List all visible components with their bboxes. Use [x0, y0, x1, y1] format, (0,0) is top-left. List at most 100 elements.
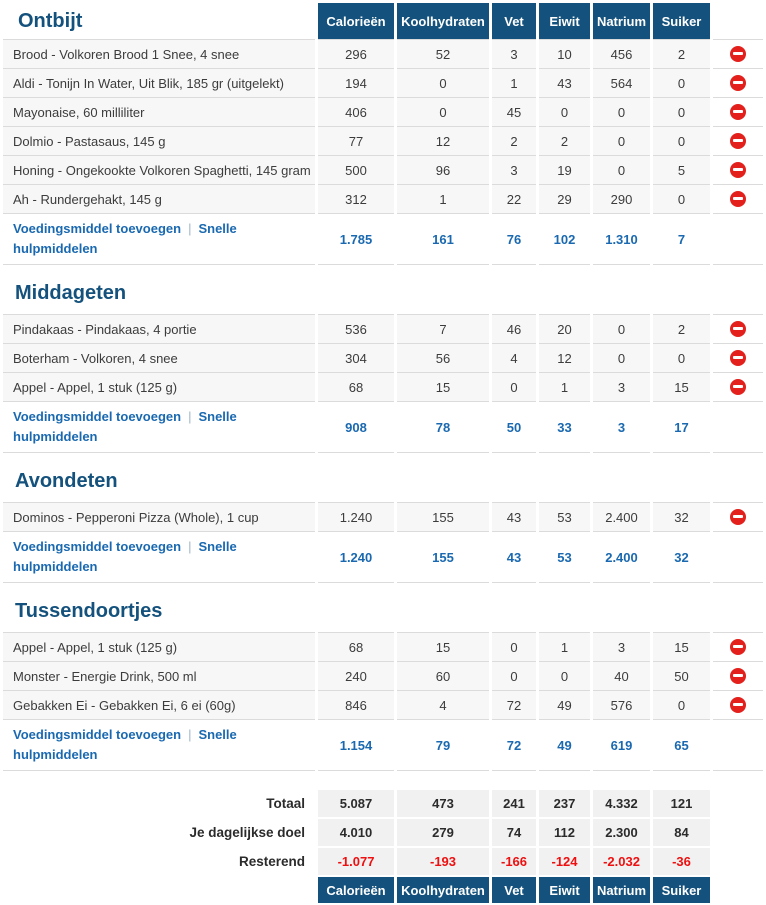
delete-entry-icon[interactable] — [730, 509, 746, 526]
section-total-sodium: 619 — [593, 720, 650, 771]
summary-spacer — [713, 819, 763, 846]
column-header-carbs: Koolhydraten — [397, 877, 489, 903]
nutrient-value-fat: 0 — [492, 662, 536, 691]
nutrient-value-calories: 1.240 — [318, 502, 394, 532]
nutrient-value-sodium: 3 — [593, 632, 650, 662]
delete-cell — [713, 632, 763, 662]
summary-value: -36 — [653, 848, 710, 875]
delete-entry-icon[interactable] — [730, 350, 746, 367]
nutrient-value-fat: 46 — [492, 314, 536, 344]
food-name[interactable]: Pindakaas - Pindakaas, 4 portie — [3, 314, 315, 344]
column-header-fat: Vet — [492, 3, 536, 39]
nutrient-value-calories: 68 — [318, 373, 394, 402]
delete-entry-icon[interactable] — [730, 162, 746, 179]
food-name[interactable]: Dominos - Pepperoni Pizza (Whole), 1 cup — [3, 502, 315, 532]
summary-value: 4.010 — [318, 819, 394, 846]
food-name[interactable]: Monster - Energie Drink, 500 ml — [3, 662, 315, 691]
delete-cell — [713, 127, 763, 156]
delete-entry-icon[interactable] — [730, 75, 746, 92]
nutrient-value-sugar: 0 — [653, 344, 710, 373]
add-food-link[interactable]: Voedingsmiddel toevoegen — [13, 538, 182, 554]
food-name[interactable]: Mayonaise, 60 milliliter — [3, 98, 315, 127]
summary-value: 4.332 — [593, 790, 650, 817]
quick-tools-link[interactable]: Snelle hulpmiddelen — [13, 408, 237, 444]
add-food-link[interactable]: Voedingsmiddel toevoegen — [13, 408, 182, 424]
nutrient-value-calories: 194 — [318, 69, 394, 98]
nutrient-value-sugar: 15 — [653, 632, 710, 662]
meal-table: Appel - Appel, 1 stuk (125 g) 68 15 0 1 3 15 Mo… — [0, 632, 766, 771]
food-name[interactable]: Honing - Ongekookte Volkoren Spaghetti, … — [3, 156, 315, 185]
section-total-sugar: 17 — [653, 402, 710, 453]
food-name[interactable]: Brood - Volkoren Brood 1 Snee, 4 snee — [3, 39, 315, 69]
column-header-calories: Calorieën — [318, 3, 394, 39]
add-food-link[interactable]: Voedingsmiddel toevoegen — [13, 220, 182, 236]
food-diary: Ontbijt Calorieën Koolhydraten Vet Eiwit Natr… — [0, 3, 766, 905]
nutrient-value-sugar: 0 — [653, 69, 710, 98]
nutrient-value-fat: 4 — [492, 344, 536, 373]
summary-value: 241 — [492, 790, 536, 817]
delete-entry-icon[interactable] — [730, 697, 746, 714]
food-name[interactable]: Ah - Rundergehakt, 145 g — [3, 185, 315, 214]
summary-label: Je dagelijkse doel — [189, 825, 305, 840]
section-title: Middageten — [15, 282, 127, 304]
nutrient-value-carbs: 96 — [397, 156, 489, 185]
nutrient-value-sugar: 0 — [653, 185, 710, 214]
nutrient-value-carbs: 60 — [397, 662, 489, 691]
nutrient-value-sodium: 3 — [593, 373, 650, 402]
section-links: Voedingsmiddel toevoegen | Snelle hulpmidd… — [3, 402, 315, 453]
delete-entry-icon[interactable] — [730, 379, 746, 396]
food-row: Mayonaise, 60 milliliter 406 0 45 0 0 0 — [3, 98, 763, 127]
delete-entry-icon[interactable] — [730, 46, 746, 63]
nutrient-value-sodium: 2.400 — [593, 502, 650, 532]
food-row: Gebakken Ei - Gebakken Ei, 6 ei (60g) 846… — [3, 691, 763, 720]
food-row: Brood - Volkoren Brood 1 Snee, 4 snee 296… — [3, 39, 763, 69]
food-row: Dolmio - Pastasaus, 145 g 77 12 2 2 0 0 — [3, 127, 763, 156]
nutrient-value-calories: 304 — [318, 344, 394, 373]
delete-cell — [713, 373, 763, 402]
section-title: Tussendoortjes — [15, 600, 163, 622]
delete-entry-icon[interactable] — [730, 133, 746, 150]
delete-entry-icon[interactable] — [730, 321, 746, 338]
nutrient-value-protein: 0 — [539, 98, 590, 127]
nutrient-value-carbs: 4 — [397, 691, 489, 720]
nutrient-value-sodium: 0 — [593, 156, 650, 185]
nutrient-value-sugar: 2 — [653, 39, 710, 69]
quick-tools-link[interactable]: Snelle hulpmiddelen — [13, 220, 237, 256]
summary-spacer — [713, 790, 763, 817]
delete-entry-icon[interactable] — [730, 104, 746, 121]
delete-entry-icon[interactable] — [730, 191, 746, 208]
nutrient-value-sodium: 456 — [593, 39, 650, 69]
nutrient-value-sodium: 0 — [593, 314, 650, 344]
food-row: Boterham - Volkoren, 4 snee 304 56 4 12 0 0 — [3, 344, 763, 373]
food-row: Appel - Appel, 1 stuk (125 g) 68 15 0 1 3 15 — [3, 632, 763, 662]
food-name[interactable]: Boterham - Volkoren, 4 snee — [3, 344, 315, 373]
nutrient-value-fat: 45 — [492, 98, 536, 127]
section-total-sodium: 1.310 — [593, 214, 650, 265]
section-total-calories: 1.785 — [318, 214, 394, 265]
nutrient-value-calories: 312 — [318, 185, 394, 214]
quick-tools-link[interactable]: Snelle hulpmiddelen — [13, 538, 237, 574]
nutrient-value-protein: 12 — [539, 344, 590, 373]
nutrient-value-carbs: 0 — [397, 98, 489, 127]
food-name[interactable]: Gebakken Ei - Gebakken Ei, 6 ei (60g) — [3, 691, 315, 720]
footer-spacer — [3, 877, 315, 903]
delete-entry-icon[interactable] — [730, 639, 746, 656]
nutrient-value-sodium: 576 — [593, 691, 650, 720]
nutrient-value-sugar: 15 — [653, 373, 710, 402]
food-row: Appel - Appel, 1 stuk (125 g) 68 15 0 1 3 15 — [3, 373, 763, 402]
nutrient-value-fat: 22 — [492, 185, 536, 214]
nutrient-value-sugar: 50 — [653, 662, 710, 691]
add-food-link[interactable]: Voedingsmiddel toevoegen — [13, 726, 182, 742]
nutrient-value-calories: 406 — [318, 98, 394, 127]
food-name[interactable]: Dolmio - Pastasaus, 145 g — [3, 127, 315, 156]
food-name[interactable]: Appel - Appel, 1 stuk (125 g) — [3, 373, 315, 402]
nutrient-value-sugar: 0 — [653, 98, 710, 127]
column-header-protein: Eiwit — [539, 877, 590, 903]
food-name[interactable]: Appel - Appel, 1 stuk (125 g) — [3, 632, 315, 662]
link-separator: | — [188, 726, 192, 742]
delete-entry-icon[interactable] — [730, 668, 746, 685]
nutrient-value-carbs: 7 — [397, 314, 489, 344]
food-name[interactable]: Aldi - Tonijn In Water, Uit Blik, 185 gr… — [3, 69, 315, 98]
footer-spacer — [713, 877, 763, 903]
quick-tools-link[interactable]: Snelle hulpmiddelen — [13, 726, 237, 762]
